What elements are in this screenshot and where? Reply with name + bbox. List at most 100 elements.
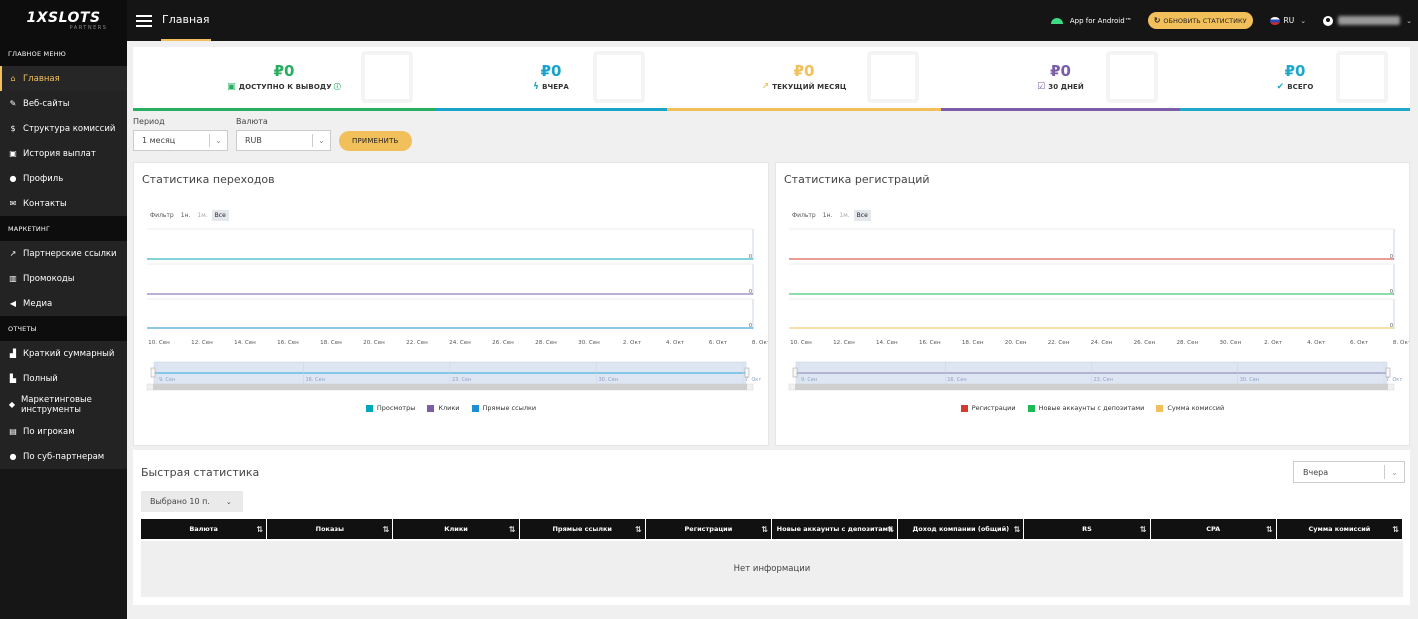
sidebar-item[interactable]: ◀ Медиа bbox=[0, 291, 127, 316]
sidebar-item[interactable]: ✎ Веб-сайты bbox=[0, 91, 127, 116]
sidebar-item[interactable]: ● Профиль bbox=[0, 166, 127, 191]
x-tick-label: 12. Сен bbox=[191, 340, 213, 346]
user-menu[interactable]: ⌄ bbox=[1323, 15, 1412, 26]
user-name-redacted bbox=[1338, 16, 1401, 25]
legend-label: Сумма комиссий bbox=[1167, 404, 1225, 412]
sidebar-item[interactable]: ◆ Маркетинговые инструменты bbox=[0, 391, 127, 419]
sidebar-item[interactable]: ⌂ Главная bbox=[0, 66, 127, 91]
legend-item[interactable]: Прямые ссылки bbox=[471, 404, 537, 412]
legend-item[interactable]: Регистрации bbox=[960, 404, 1016, 412]
envelope-icon: ✉ bbox=[9, 199, 17, 208]
x-tick-label: 14. Сен bbox=[876, 340, 898, 346]
x-tick-label: 8. Окт bbox=[752, 340, 768, 346]
sidebar-item[interactable]: ▤ По игрокам bbox=[0, 419, 127, 444]
table-column-header[interactable]: CPA ⇅ bbox=[1151, 519, 1277, 539]
flag-ru-icon bbox=[1269, 16, 1280, 25]
navigator-scrollbar-thumb bbox=[795, 384, 1388, 390]
x-tick-label: 24. Сен bbox=[449, 340, 471, 346]
x-tick-label: 26. Сен bbox=[492, 340, 514, 346]
range-button[interactable]: 1н. bbox=[822, 212, 833, 219]
navigator-handle-left bbox=[792, 367, 798, 378]
sidebar-item-label: Главная bbox=[23, 73, 60, 84]
chart-svg: 0 0 0 10. Сен 12. Сен 14. Сен 16. Сен 18. Сен 20… bbox=[146, 228, 768, 391]
x-tick-label: 18. Сен bbox=[320, 340, 342, 346]
period-label: Период bbox=[133, 117, 165, 126]
sidebar: 1XSLOTS PARTNERS ГЛАВНОЕ МЕНЮ ⌂ Главная ✎ Ве… bbox=[0, 0, 127, 619]
series-value-label: 0 bbox=[749, 323, 752, 329]
registrations-stats-panel: Статистика регистраций Фильтр 1н. 1м. Все 0 0 0… bbox=[775, 162, 1410, 446]
navigator-label: 9. Сен bbox=[801, 377, 817, 383]
period-filter: Период 1 месяц ⌄ bbox=[133, 117, 228, 151]
summary-card: ₽0 ↗ ТЕКУЩИЙ МЕСЯЦ bbox=[667, 47, 941, 111]
android-app-label: App for Android™ bbox=[1069, 16, 1132, 25]
sidebar-item-label: Структура комиссий bbox=[23, 123, 116, 134]
currency-select[interactable]: RUB ⌄ bbox=[236, 130, 331, 151]
table-column-header[interactable]: RS ⇅ bbox=[1024, 519, 1151, 539]
legend-label: Клики bbox=[438, 404, 460, 412]
x-tick-label: 2. Окт bbox=[623, 340, 642, 346]
sidebar-item[interactable]: $ Структура комиссий bbox=[0, 116, 127, 141]
chart-legend: Просмотры Клики Прямые ссылки bbox=[134, 404, 768, 412]
sidebar-item-label: Профиль bbox=[23, 173, 64, 184]
logo[interactable]: 1XSLOTS PARTNERS bbox=[0, 0, 127, 41]
columns-selected-label: Выбрано 10 п. bbox=[150, 497, 210, 506]
cash-icon: ▣ bbox=[227, 82, 236, 92]
table-column-header[interactable]: Прямые ссылки ⇅ bbox=[520, 519, 646, 539]
column-label: Сумма комиссий bbox=[1308, 525, 1371, 533]
refresh-icon: ↻ bbox=[1153, 16, 1161, 25]
period-select[interactable]: 1 месяц ⌄ bbox=[133, 130, 228, 151]
quick-stats-panel: Быстрая статистика Вчера ⌄ Выбрано 10 п.… bbox=[133, 450, 1410, 605]
legend-swatch bbox=[1027, 404, 1035, 412]
table-column-header[interactable]: Новые аккаунты с депозитами ⇅ bbox=[772, 519, 899, 539]
external-link-icon: ↗ bbox=[9, 249, 17, 258]
sidebar-item-label: История выплат bbox=[23, 148, 96, 159]
columns-select[interactable]: Выбрано 10 п. ⌄ bbox=[141, 491, 243, 512]
x-tick-label: 20. Сен bbox=[1005, 340, 1027, 346]
sidebar-item[interactable]: ↗ Партнерские ссылки bbox=[0, 241, 127, 266]
range-button[interactable]: Все bbox=[211, 210, 229, 221]
x-tick-label: 12. Сен bbox=[833, 340, 855, 346]
navigator-label: 16. Сен bbox=[947, 377, 966, 383]
table-column-header[interactable]: Регистрации ⇅ bbox=[646, 519, 773, 539]
money-icon: ▣ bbox=[9, 149, 17, 158]
legend-item[interactable]: Просмотры bbox=[365, 404, 415, 412]
legend-label: Прямые ссылки bbox=[482, 404, 537, 412]
sidebar-item[interactable]: ▣ История выплат bbox=[0, 141, 127, 166]
range-button[interactable]: 1м. bbox=[839, 212, 850, 219]
table-column-header[interactable]: Сумма комиссий ⇅ bbox=[1277, 519, 1404, 539]
x-tick-label: 20. Сен bbox=[363, 340, 385, 346]
chevron-down-icon: ⌄ bbox=[225, 497, 232, 506]
language-code: RU bbox=[1283, 16, 1295, 25]
quick-stats-period-select[interactable]: Вчера ⌄ bbox=[1293, 461, 1405, 483]
range-button[interactable]: 1м. bbox=[197, 212, 208, 219]
x-tick-label: 4. Окт bbox=[666, 340, 685, 346]
android-app-link[interactable]: App for Android™ bbox=[1050, 16, 1132, 25]
table-column-header[interactable]: Доход компании (общий) ⇅ bbox=[898, 519, 1025, 539]
legend-item[interactable]: Новые аккаунты с депозитами bbox=[1027, 404, 1144, 412]
sidebar-item[interactable]: ▥ Промокоды bbox=[0, 266, 127, 291]
legend-item[interactable]: Клики bbox=[427, 404, 460, 412]
apply-button[interactable]: ПРИМЕНИТЬ bbox=[339, 131, 412, 151]
table-column-header[interactable]: Клики ⇅ bbox=[393, 519, 520, 539]
chart-legend: Регистрации Новые аккаунты с депозитами Су… bbox=[776, 404, 1409, 412]
card-label-row: ↗ ТЕКУЩИЙ МЕСЯЦ bbox=[762, 82, 847, 92]
series-value-label: 0 bbox=[1390, 323, 1393, 329]
sidebar-item[interactable]: ✉ Контакты bbox=[0, 191, 127, 216]
language-selector[interactable]: RU ⌄ bbox=[1269, 16, 1306, 25]
menu-toggle-icon[interactable] bbox=[136, 14, 152, 27]
table-column-header[interactable]: Показы ⇅ bbox=[267, 519, 394, 539]
info-icon[interactable]: ⓘ bbox=[333, 83, 341, 91]
sidebar-item[interactable]: ● По суб-партнерам bbox=[0, 444, 127, 469]
currency-filter: Валюта RUB ⌄ bbox=[236, 117, 331, 151]
refresh-stats-button[interactable]: ↻ ОБНОВИТЬ СТАТИСТИКУ bbox=[1147, 12, 1253, 29]
range-button[interactable]: Все bbox=[853, 210, 871, 221]
sidebar-item[interactable]: ▟ Краткий суммарный bbox=[0, 341, 127, 366]
chart-range-filter: Фильтр 1н. 1м. Все bbox=[788, 210, 871, 221]
table-column-header[interactable]: Валюта ⇅ bbox=[141, 519, 268, 539]
legend-swatch bbox=[365, 404, 373, 412]
navigator-label: 7. Окт bbox=[1386, 377, 1402, 383]
sidebar-item[interactable]: ▙ Полный bbox=[0, 366, 127, 391]
page-title[interactable]: Главная bbox=[161, 0, 211, 41]
range-button[interactable]: 1н. bbox=[180, 212, 191, 219]
legend-item[interactable]: Сумма комиссий bbox=[1156, 404, 1224, 412]
